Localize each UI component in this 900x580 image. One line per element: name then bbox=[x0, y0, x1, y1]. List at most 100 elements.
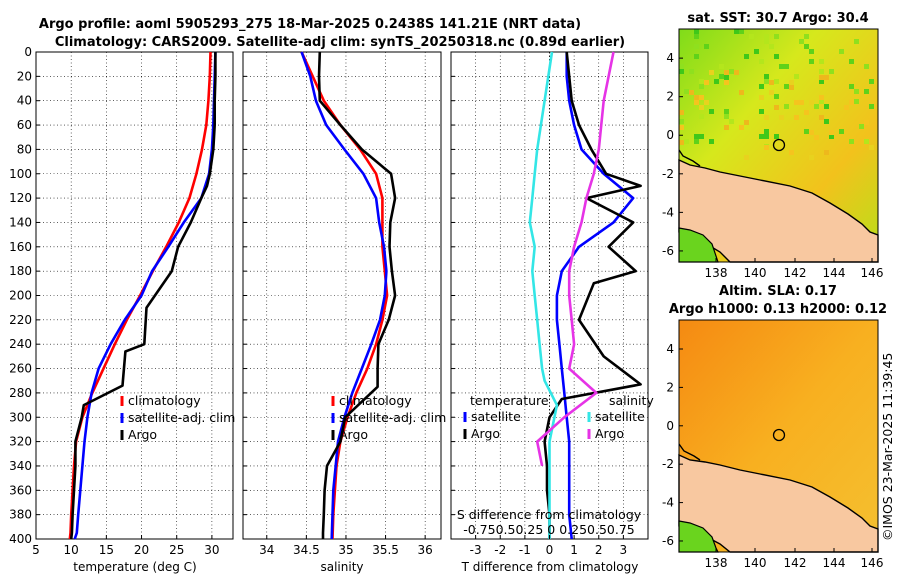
sst-cell bbox=[839, 129, 844, 134]
salinity-legend: climatology satellite-adj. clim Argo bbox=[331, 393, 446, 442]
map-y-tick-label: 0 bbox=[666, 419, 674, 433]
sst-cell bbox=[749, 34, 754, 39]
y-tick-label: 40 bbox=[17, 94, 32, 108]
map-x-tick-label: 140 bbox=[744, 556, 767, 570]
legend-label-climatology: climatology bbox=[128, 393, 201, 408]
sst-cell bbox=[844, 105, 849, 110]
x-tick-label: 25 bbox=[169, 543, 184, 557]
salinity-plot: 34 34.5 35 35.5 36 salinity climatology sate… bbox=[242, 51, 446, 574]
sst-cell bbox=[739, 90, 744, 95]
map-x-tick-label: 144 bbox=[823, 556, 846, 570]
sst-cell bbox=[694, 100, 699, 105]
sst-cell bbox=[754, 49, 759, 54]
sst-cell bbox=[764, 74, 769, 79]
sst-cell bbox=[849, 59, 854, 64]
sst-cell bbox=[789, 80, 794, 85]
sst-cell bbox=[824, 75, 829, 80]
y-tick-label: 140 bbox=[9, 215, 32, 229]
sst-cell bbox=[729, 69, 734, 74]
sst-cell bbox=[799, 39, 804, 44]
sst-cell bbox=[709, 70, 714, 75]
sst-cell bbox=[679, 125, 684, 130]
sst-cell bbox=[709, 109, 714, 114]
temperature-y-ticks: 0 20 40 60 80 100 120 140 160 180 200 220 240 260 280 3… bbox=[9, 45, 32, 546]
map-y-tick-label: -2 bbox=[662, 457, 674, 471]
sst-argo-marker bbox=[772, 138, 786, 152]
map-y-tick-label: 4 bbox=[666, 342, 674, 356]
sst-cell bbox=[864, 64, 869, 69]
sst-cell bbox=[724, 109, 729, 114]
sst-cell bbox=[724, 114, 729, 119]
x-tick-label: 5 bbox=[32, 543, 40, 557]
legend-label-temp-satellite: satellite bbox=[471, 409, 521, 424]
sst-cell bbox=[799, 100, 804, 105]
y-tick-label: 340 bbox=[9, 459, 32, 473]
map-y-tick-label: -4 bbox=[662, 496, 674, 510]
legend-label-sal-argo: Argo bbox=[595, 426, 624, 441]
map-x-tick-label: 146 bbox=[861, 266, 884, 280]
series-line-salinity-argo bbox=[535, 51, 615, 467]
sst-cell bbox=[819, 99, 824, 104]
x-tick-label: 10 bbox=[64, 543, 79, 557]
difference-legend: temperature salinity satellite Argo sate… bbox=[463, 393, 654, 441]
sst-cell bbox=[689, 69, 694, 74]
sst-cell bbox=[764, 134, 769, 139]
sst-map-title: sat. SST: 30.7 Argo: 30.4 bbox=[687, 11, 868, 26]
sst-y-ticks: 4 2 0 -2 -4 -6 bbox=[662, 51, 683, 258]
y-tick-label: 80 bbox=[17, 142, 32, 156]
sst-cell bbox=[724, 80, 729, 85]
sst-cell bbox=[694, 29, 699, 34]
sst-cell bbox=[719, 74, 724, 79]
sst-cell bbox=[864, 120, 869, 125]
sst-cell bbox=[719, 64, 724, 69]
x-tick-label: 35 bbox=[338, 543, 353, 557]
sst-cell bbox=[789, 85, 794, 90]
temperature-plot: 0 20 40 60 80 100 120 140 160 180 200 220 240 260 280 3… bbox=[9, 45, 235, 574]
figure-title-line2: Climatology: CARS2009. Satellite-adj cli… bbox=[55, 35, 625, 50]
x-tick-label: 34.5 bbox=[293, 543, 320, 557]
y-tick-label: 260 bbox=[9, 362, 32, 376]
sla-map-frame bbox=[678, 319, 879, 553]
sst-map-frame bbox=[678, 28, 879, 263]
sst-cell bbox=[734, 70, 739, 75]
sst-cell bbox=[864, 139, 869, 144]
sla-coast-north bbox=[678, 443, 701, 461]
sst-cell bbox=[764, 34, 769, 39]
sst-cell bbox=[809, 49, 814, 54]
sst-cell bbox=[694, 44, 699, 49]
sst-cell bbox=[744, 120, 749, 125]
sst-cell bbox=[739, 29, 744, 34]
map-x-tick-label: 140 bbox=[744, 266, 767, 280]
sst-cell bbox=[764, 79, 769, 84]
sst-cell bbox=[774, 34, 779, 39]
sst-cell bbox=[774, 54, 779, 59]
sst-cell bbox=[679, 140, 684, 145]
salinity-diff-annotation: S difference from climatology bbox=[457, 507, 642, 522]
sst-cell bbox=[859, 124, 864, 129]
sst-cell bbox=[759, 109, 764, 114]
map-y-tick-label: -6 bbox=[662, 244, 674, 258]
sla-argo-marker bbox=[772, 428, 786, 442]
sla-map-title2: Argo h1000: 0.13 h2000: 0.12 bbox=[669, 302, 887, 317]
sst-cell bbox=[694, 95, 699, 100]
sst-cell bbox=[699, 84, 704, 89]
sst-x-ticks: 138 140 142 144 146 bbox=[705, 258, 884, 280]
sst-cell bbox=[804, 44, 809, 49]
sst-cell bbox=[809, 100, 814, 105]
temperature-legend: climatology satellite-adj. clim Argo bbox=[120, 393, 235, 442]
sst-cell bbox=[729, 119, 734, 124]
temperature-series bbox=[68, 51, 217, 540]
series-line-temperature-argo bbox=[543, 51, 642, 539]
map-x-tick-label: 144 bbox=[823, 266, 846, 280]
sst-cell bbox=[794, 100, 799, 105]
x-tick-label: 2 bbox=[595, 543, 603, 557]
sst-cell bbox=[869, 145, 874, 150]
x-tick-label: 20 bbox=[134, 543, 149, 557]
sst-cell bbox=[764, 115, 769, 120]
sst-cell bbox=[759, 134, 764, 139]
sst-cell bbox=[759, 95, 764, 100]
legend-header-salinity: salinity bbox=[609, 393, 654, 408]
sst-cell bbox=[684, 89, 689, 94]
sst-cell bbox=[679, 64, 684, 69]
sst-cell bbox=[869, 79, 874, 84]
